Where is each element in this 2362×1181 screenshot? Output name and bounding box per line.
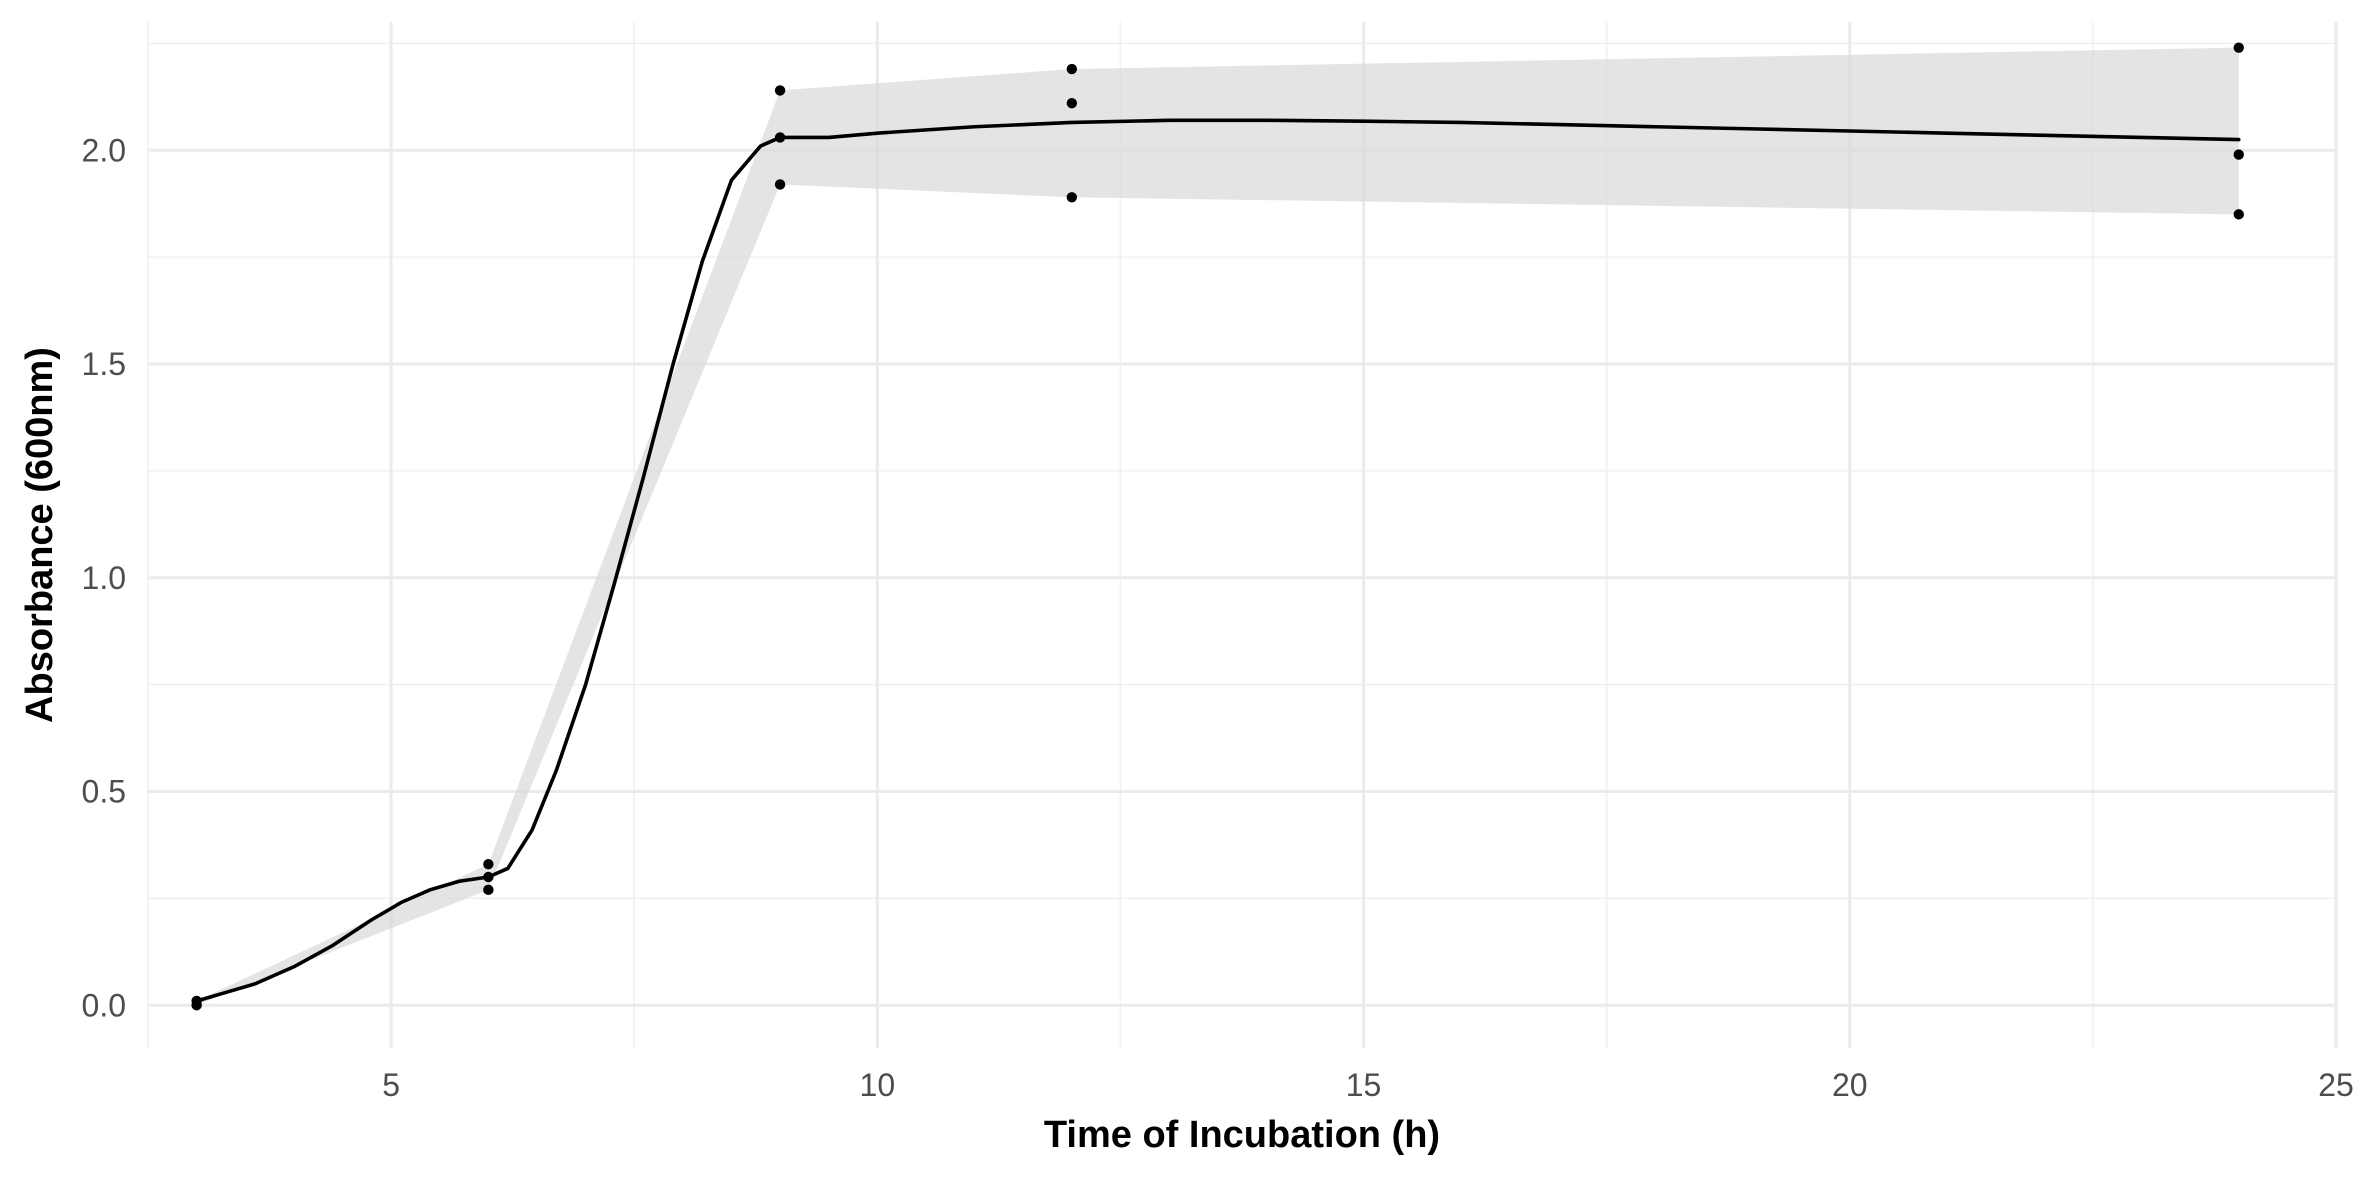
data-point	[483, 871, 494, 883]
ribbon-band	[196, 47, 2239, 1006]
x-tick-label: 15	[1346, 1067, 1382, 1103]
data-point	[2233, 209, 2244, 220]
data-point	[483, 858, 494, 870]
data-point	[774, 179, 786, 190]
smooth-line	[194, 118, 2241, 1003]
data-point	[191, 1000, 202, 1011]
data-point	[2233, 42, 2244, 53]
smooth-line-path	[194, 118, 2241, 1003]
y-tick-label: 1.0	[82, 560, 126, 596]
x-tick-label: 5	[382, 1067, 400, 1103]
x-tick-label: 25	[2318, 1067, 2354, 1103]
y-tick-label: 0.5	[82, 774, 126, 810]
x-tick-label: 20	[1832, 1067, 1868, 1103]
data-point	[774, 85, 786, 96]
data-point	[2233, 149, 2244, 160]
y-tick-label: 2.0	[82, 132, 126, 168]
confidence-ribbon	[196, 47, 2239, 1006]
x-axis-tick-labels: 5 10 15 20 25	[382, 1067, 2354, 1103]
y-tick-label: 1.5	[82, 346, 126, 382]
data-points	[191, 42, 2244, 1011]
major-gridlines	[148, 22, 2338, 1048]
data-point	[1066, 98, 1078, 109]
y-tick-label: 0.0	[82, 987, 126, 1023]
data-point	[1066, 63, 1078, 75]
data-point	[774, 132, 786, 143]
x-axis-title: Time of Incubation (h)	[1044, 1114, 1440, 1156]
data-point	[1066, 192, 1078, 203]
y-axis-title: Absorbance (600nm)	[19, 347, 61, 723]
y-axis-tick-labels: 0.0 0.5 1.0 1.5 2.0	[82, 132, 126, 1023]
data-point	[483, 884, 494, 896]
x-tick-label: 10	[860, 1067, 896, 1103]
